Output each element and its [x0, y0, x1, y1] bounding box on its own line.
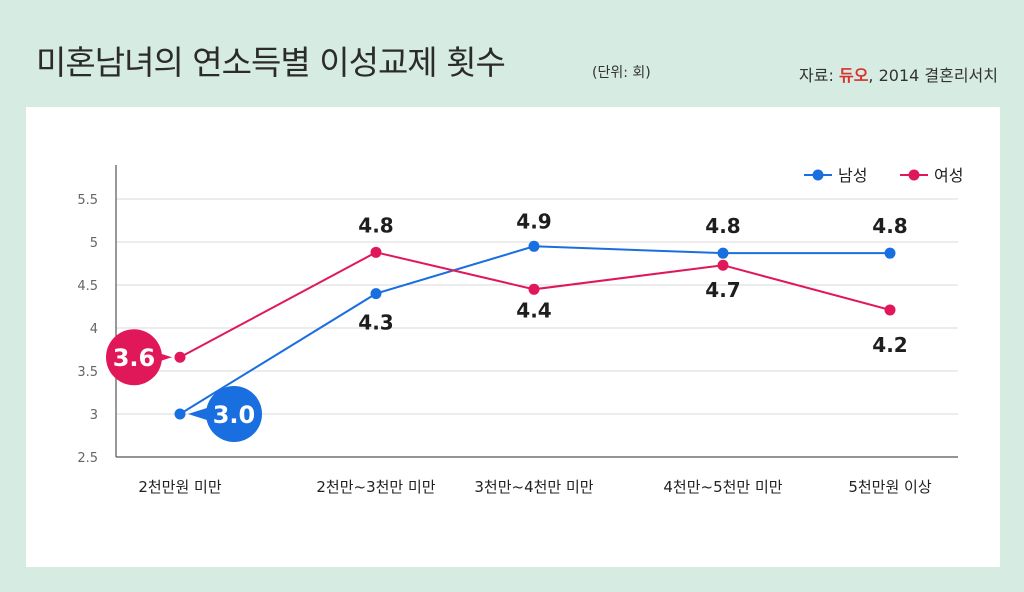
data-point-female [528, 283, 540, 295]
legend-marker-female [908, 169, 920, 181]
data-point-male [717, 247, 729, 259]
data-point-male [174, 408, 186, 420]
line-chart: 2.5 3 3.5 4 4.5 5 5.5 2천만원 미만 2천만~3천만 미만 3천만~4천만 … [77, 165, 963, 496]
x-tick-label: 5천만원 이상 [848, 478, 932, 496]
series-line-male [179, 245, 890, 415]
source-label: 자료: 듀오, 2014 결혼리서치 [799, 62, 998, 86]
callout-label-male: 3.0 [213, 401, 256, 429]
data-label-female: 4.2 [872, 333, 907, 357]
data-point-male [884, 247, 896, 259]
source-brand-logo: 듀오 [838, 66, 869, 85]
x-tick-label: 3천만~4천만 미만 [474, 478, 593, 496]
legend-label-male: 남성 [838, 166, 867, 185]
data-point-male [370, 288, 382, 300]
legend-label-female: 여성 [934, 166, 963, 185]
x-tick-label: 4천만~5천만 미만 [663, 478, 782, 496]
y-tick-label: 5.5 [77, 193, 98, 208]
data-point-female [370, 246, 382, 258]
x-tick-label: 2천만원 미만 [138, 478, 222, 496]
source-suffix: , 2014 결혼리서치 [868, 66, 998, 85]
callout-pointer-male [188, 407, 210, 421]
callout-bubble-male [206, 386, 262, 442]
y-tick-label: 4 [90, 322, 98, 337]
chart-title: 미혼남녀의 연소득별 이성교제 횟수 [36, 43, 506, 82]
x-tick-label: 2천만~3천만 미만 [316, 478, 435, 496]
chart-panel: 2.5 3 3.5 4 4.5 5 5.5 2천만원 미만 2천만~3천만 미만 3천만~4천만 … [26, 107, 1000, 567]
data-point-male [528, 240, 540, 252]
y-tick-label: 3 [90, 408, 98, 423]
unit-label: (단위: 회) [592, 65, 651, 81]
callout-bubble-female [106, 329, 162, 386]
data-label-male: 4.8 [872, 214, 907, 238]
data-label-female: 4.8 [358, 213, 393, 237]
data-label-male: 4.9 [516, 209, 551, 233]
source-prefix: 자료: [799, 66, 839, 85]
data-point-female [174, 351, 186, 363]
y-tick-label: 5 [90, 236, 98, 251]
callout-label-female: 3.6 [113, 344, 156, 372]
header: 미혼남녀의 연소득별 이성교제 횟수 (단위: 회) 자료: 듀오, 2014 … [0, 0, 1024, 100]
y-tick-label: 4.5 [77, 279, 98, 294]
data-label-male: 4.3 [358, 311, 393, 335]
data-point-female [717, 259, 729, 271]
data-point-female [884, 304, 896, 316]
y-tick-label: 3.5 [77, 365, 98, 380]
data-label-female: 4.4 [516, 298, 551, 322]
data-label-male: 4.8 [705, 214, 740, 238]
legend-marker-male [812, 169, 824, 181]
y-tick-label: 2.5 [77, 451, 98, 466]
data-label-female: 4.7 [705, 278, 740, 302]
